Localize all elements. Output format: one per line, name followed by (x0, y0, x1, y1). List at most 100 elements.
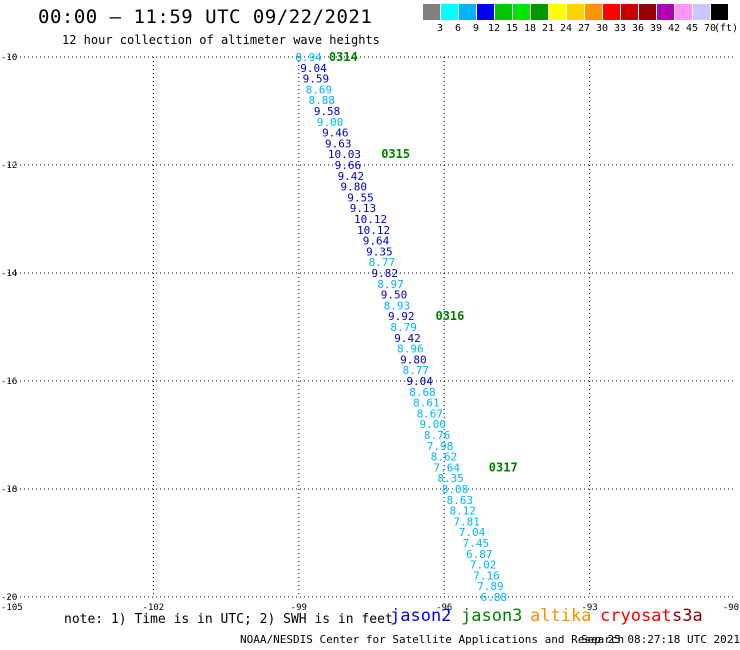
wave-height-point: 7.45 (463, 537, 490, 550)
wave-height-point: 10.12 (354, 213, 387, 226)
wave-height-point: 8.77 (403, 364, 430, 377)
color-scale-label: 24 (559, 23, 573, 34)
wave-height-point: 9.64 (363, 235, 390, 248)
color-scale-swatch (674, 4, 692, 20)
wave-height-point: 7.98 (427, 440, 454, 453)
mission-jason3: jason3 (461, 606, 523, 626)
time-label: 0315 (381, 147, 410, 161)
mission-altika: altika (530, 606, 592, 626)
y-tick-label: -20 (1, 593, 17, 603)
color-scale-unit: (ft) (714, 23, 739, 34)
color-scale-label: 12 (487, 23, 501, 34)
wave-height-point: 8.77 (369, 256, 396, 269)
x-tick-label: -102 (143, 603, 165, 613)
footer-note: note: 1) Time is in UTC; 2) SWH is in fe… (64, 612, 393, 627)
footer-credit: NOAA/NESDIS Center for Satellite Applica… (240, 633, 625, 646)
page-title: 00:00 – 11:59 UTC 09/22/2021 (38, 6, 373, 28)
color-scale-swatch (638, 4, 656, 20)
wave-height-point: 7.02 (470, 559, 497, 572)
wave-height-point: 9.80 (340, 181, 367, 194)
color-scale-swatch (566, 4, 584, 20)
wave-height-point: 9.58 (314, 105, 341, 118)
wave-height-point: 7.04 (459, 526, 486, 539)
wave-height-point: 8.76 (424, 429, 451, 442)
color-scale-label: 45 (685, 23, 699, 34)
y-tick-label: -18 (1, 485, 17, 495)
color-scale-swatch (476, 4, 494, 20)
wave-height-point: 9.35 (366, 245, 393, 258)
color-scale-swatch (530, 4, 548, 20)
time-label: 0317 (489, 460, 518, 474)
wave-height-point: 8.68 (409, 386, 436, 399)
wave-height-point: 8.97 (377, 278, 404, 291)
y-tick-label: -14 (1, 269, 17, 279)
wave-height-point: 9.04 (300, 62, 327, 75)
time-label: 0316 (435, 309, 464, 323)
x-tick-label: -96 (436, 603, 452, 613)
wave-height-point: 8.93 (384, 299, 411, 312)
time-label: 0314 (329, 50, 358, 64)
wave-height-point: 9.13 (350, 202, 377, 215)
color-scale-swatch (656, 4, 674, 20)
wave-height-point: 8.63 (447, 494, 474, 507)
wave-height-point: 8.35 (437, 472, 464, 485)
color-scale-label: 15 (505, 23, 519, 34)
wave-height-point: 9.59 (303, 73, 330, 86)
color-scale-swatch (548, 4, 566, 20)
page-subtitle: 12 hour collection of altimeter wave hei… (62, 33, 380, 47)
wave-height-point: 7.81 (453, 515, 480, 528)
color-scale-swatch (584, 4, 602, 20)
wave-height-point: 8.88 (308, 94, 335, 107)
wave-height-point: 8.67 (417, 407, 444, 420)
wave-height-point: 10.03 (328, 148, 361, 161)
y-tick-label: -12 (1, 161, 17, 171)
color-scale-swatch (422, 4, 440, 20)
wave-height-point: 7.64 (434, 461, 461, 474)
wave-height-point: 9.04 (406, 375, 433, 388)
wave-height-point: 6.88 (481, 591, 508, 604)
x-tick-label: -90 (723, 603, 739, 613)
wave-height-point: 7.89 (477, 580, 504, 593)
wave-height-point: 10.12 (357, 224, 390, 237)
wave-height-point: 9.80 (400, 353, 427, 366)
color-scale-label: 39 (649, 23, 663, 34)
mission-cryosat: cryosat (600, 606, 672, 626)
color-scale-label: 9 (472, 23, 480, 34)
wave-height-point: 8.94 (295, 51, 322, 64)
wave-height-point: 9.42 (394, 332, 421, 345)
color-scale-swatch (440, 4, 458, 20)
wave-height-point: 8.61 (413, 397, 440, 410)
color-scale-swatch (494, 4, 512, 20)
x-tick-label: -99 (291, 603, 307, 613)
color-scale-swatch (692, 4, 710, 20)
color-scale-label: 21 (541, 23, 555, 34)
color-scale-label: 33 (613, 23, 627, 34)
wave-height-point: 8.96 (397, 343, 424, 356)
y-tick-label: -10 (1, 53, 17, 63)
y-tick-label: -16 (1, 377, 17, 387)
wave-height-point: 9.92 (388, 310, 415, 323)
wave-height-point: 9.46 (322, 127, 349, 140)
wave-height-point: 7.16 (473, 569, 500, 582)
color-scale-swatch (512, 4, 530, 20)
color-scale-label: 6 (454, 23, 462, 34)
mission-s3a: s3a (672, 606, 703, 626)
color-scale-label: 27 (577, 23, 591, 34)
wave-height-point: 9.55 (347, 191, 374, 204)
wave-height-point: 8.62 (431, 451, 458, 464)
color-scale-swatch (602, 4, 620, 20)
wave-height-point: 9.00 (317, 116, 344, 129)
wave-height-point: 9.63 (325, 137, 352, 150)
wave-height-point: 9.82 (372, 267, 399, 280)
color-scale-swatch (458, 4, 476, 20)
mission-jason2: jason2 (390, 606, 452, 626)
color-scale-label: 42 (667, 23, 681, 34)
color-scale-label: 18 (523, 23, 537, 34)
wave-height-point: 9.50 (381, 289, 408, 302)
wave-height-point: 8.12 (450, 505, 477, 518)
color-scale-label: 30 (595, 23, 609, 34)
color-scale-label: 3 (436, 23, 444, 34)
wave-height-point: 9.00 (419, 418, 446, 431)
wave-height-point: 8.08 (442, 483, 469, 496)
